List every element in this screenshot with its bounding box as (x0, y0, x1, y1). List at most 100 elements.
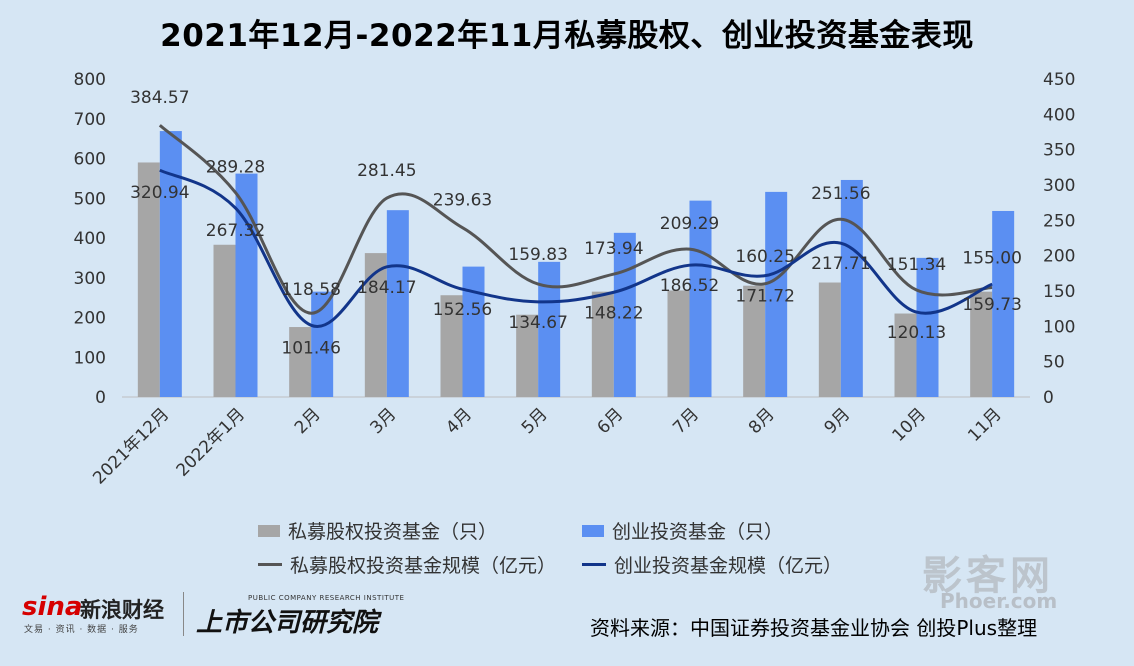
left-tick-label: 700 (74, 110, 106, 130)
legend-bar1: 私募股权投资基金（只） (258, 517, 497, 544)
bar-pe-fund-count (970, 291, 993, 397)
data-label-vc-scale: 159.73 (962, 295, 1021, 315)
bar-pe-fund-count (213, 244, 236, 397)
legend-bar2-swatch (582, 524, 604, 537)
legend-line2-label: 创业投资基金规模（亿元） (614, 555, 843, 577)
x-tick-label: 5月 (518, 404, 552, 438)
watermark-en: Phoer.com (940, 589, 1058, 613)
x-tick-label: 2022年1月 (173, 404, 249, 480)
line-vc-fund-scale (159, 168, 993, 328)
bar-pe-fund-count (440, 295, 463, 397)
legend-bar1-label: 私募股权投资基金（只） (288, 521, 498, 543)
x-tick-label: 9月 (821, 404, 855, 438)
bar-pe-fund-count (516, 314, 539, 397)
data-label-vc-scale: 148.22 (584, 303, 643, 323)
data-label-pe-scale: 281.45 (357, 161, 416, 181)
x-tick-label: 2月 (291, 404, 325, 438)
legend-line2: 创业投资基金规模（亿元） (582, 551, 842, 578)
data-label-vc-scale: 171.72 (735, 287, 794, 307)
right-tick-label: 200 (1043, 247, 1075, 267)
x-tick-label: 2021年12月 (89, 404, 173, 488)
bar-vc-fund-count (992, 210, 1015, 397)
data-label-pe-scale: 209.29 (660, 214, 719, 234)
left-tick-label: 800 (74, 70, 106, 90)
right-tick-label: 0 (1043, 388, 1054, 408)
right-tick-label: 350 (1043, 141, 1075, 161)
right-tick-label: 450 (1043, 70, 1075, 90)
data-label-pe-scale: 251.56 (811, 184, 870, 204)
bar-pe-fund-count (591, 291, 614, 397)
lines (158, 124, 993, 328)
data-label-pe-scale: 160.25 (735, 247, 794, 267)
x-tick-label: 4月 (442, 404, 476, 438)
logo-divider (183, 592, 184, 636)
data-label-pe-scale: 118.58 (281, 280, 340, 300)
bar-pe-fund-count (137, 162, 160, 397)
left-tick-label: 300 (74, 269, 106, 289)
bar-pe-fund-count (364, 253, 387, 397)
data-label-vc-scale: 134.67 (508, 313, 567, 333)
bar-vc-fund-count (840, 179, 863, 397)
bar-vc-fund-count (386, 210, 409, 397)
data-label-pe-scale: 384.57 (130, 88, 189, 108)
source-note: 资料来源：中国证券投资基金业协会 创投Plus整理 (590, 616, 1038, 640)
right-axis-ticks: 0 50 100 150 200 250 300 350 400 450 (1043, 70, 1075, 408)
left-axis-ticks: 0 100 200 300 400 500 600 700 800 (74, 70, 106, 408)
data-label-pe-scale: 289.28 (206, 158, 265, 178)
data-label-vc-scale: 101.46 (281, 338, 340, 358)
institute-logo: PUBLIC COMPANY RESEARCH INSTITUTE 上市公司研究… (196, 594, 404, 638)
bar-pe-fund-count (667, 290, 690, 397)
chart-title: 2021年12月-2022年11月私募股权、创业投资基金表现 (160, 18, 974, 54)
bar-vc-fund-count (765, 191, 788, 397)
institute-name-cn: 上市公司研究院 (196, 608, 379, 638)
left-tick-label: 600 (74, 150, 106, 170)
bar-pe-fund-count (894, 313, 917, 397)
sina-finance-logo: sina 新浪财经 文易 · 资讯 · 数据 · 服务 (22, 592, 182, 638)
left-tick-label: 400 (74, 229, 106, 249)
data-label-vc-scale: 152.56 (433, 300, 492, 320)
right-tick-label: 300 (1043, 176, 1075, 196)
right-tick-label: 400 (1043, 105, 1075, 125)
x-tick-label: 7月 (669, 404, 703, 438)
sina-subtitle: 文易 · 资讯 · 数据 · 服务 (24, 625, 139, 635)
institute-name-en: PUBLIC COMPANY RESEARCH INSTITUTE (248, 594, 405, 602)
bar-vc-fund-count (159, 131, 182, 397)
watermark-cn: 影客网 (922, 553, 1054, 599)
x-axis-ticks: 2021年12月 2022年1月 2月 3月 4月 5月 6月 7月 8月 9月 10月 11月 (89, 404, 1005, 488)
data-label-pe-scale: 155.00 (962, 248, 1021, 268)
legend-line1-swatch (258, 563, 282, 566)
legend-line1: 私募股权投资基金规模（亿元） (258, 551, 556, 578)
legend-line1-label: 私募股权投资基金规模（亿元） (290, 555, 557, 577)
left-tick-label: 100 (74, 348, 106, 368)
legend-bar2-label: 创业投资基金（只） (612, 521, 784, 543)
data-label-pe-scale: 151.34 (887, 255, 946, 275)
watermark: 影客网 Phoer.com (922, 543, 1092, 613)
data-label-pe-scale: 159.83 (508, 245, 567, 265)
sina-name: 新浪财经 (80, 598, 164, 622)
data-label-vc-scale: 217.71 (811, 254, 870, 274)
right-tick-label: 50 (1043, 353, 1065, 373)
sina-mark: sina (22, 592, 83, 622)
right-tick-label: 250 (1043, 211, 1075, 231)
right-tick-label: 150 (1043, 282, 1075, 302)
legend-bar2: 创业投资基金（只） (582, 517, 783, 544)
data-label-pe-scale: 173.94 (584, 239, 643, 259)
data-label-vc-scale: 184.17 (357, 278, 416, 298)
bar-vc-fund-count (311, 291, 334, 397)
data-labels: 384.57 320.94 289.28 267.32 118.58 101.46 281.… (130, 88, 1022, 358)
legend-line2-swatch (582, 563, 606, 566)
line-pe-fund-scale (158, 124, 993, 315)
x-tick-label: 3月 (367, 404, 401, 438)
x-tick-label: 8月 (745, 404, 779, 438)
bar-pe-fund-count (289, 327, 312, 397)
right-tick-label: 100 (1043, 317, 1075, 337)
bar-vc-fund-count (462, 266, 485, 397)
left-tick-label: 200 (74, 309, 106, 329)
bar-pe-fund-count (743, 285, 766, 397)
x-tick-label: 11月 (964, 404, 1005, 445)
left-tick-label: 0 (95, 388, 106, 408)
data-label-vc-scale: 320.94 (130, 183, 189, 203)
data-label-vc-scale: 186.52 (660, 276, 719, 296)
left-tick-label: 500 (74, 189, 106, 209)
